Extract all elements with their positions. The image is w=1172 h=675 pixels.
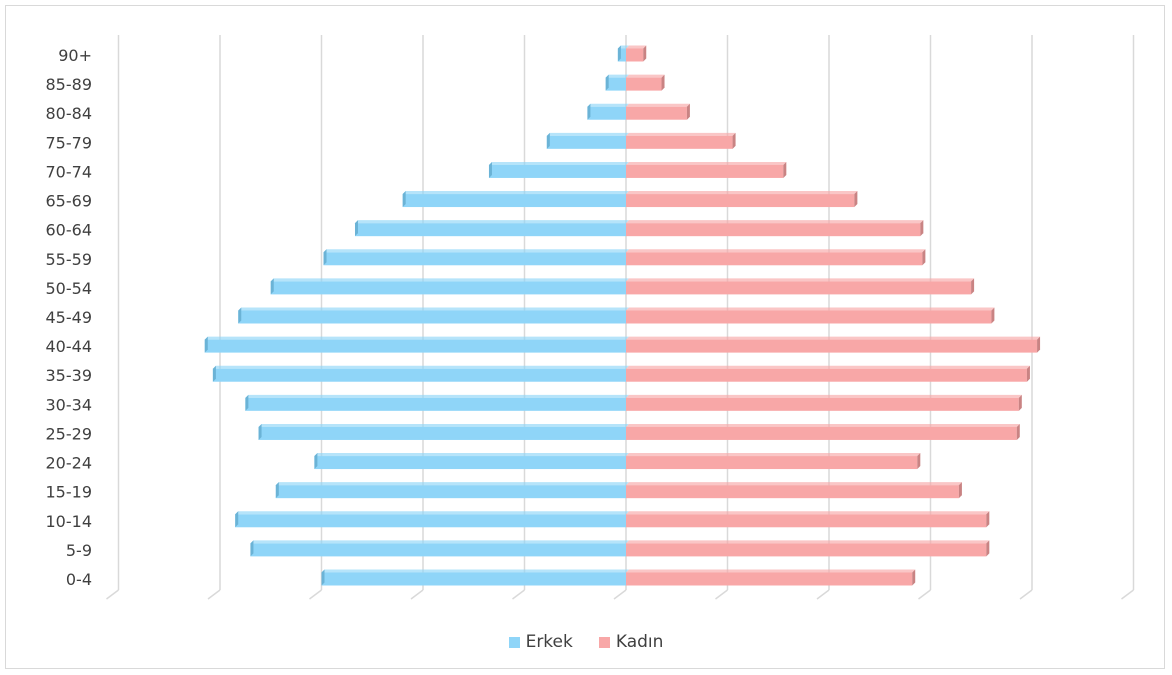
bar-erkek — [204, 336, 629, 353]
gridline-floor-tick — [1019, 589, 1033, 600]
category-label: 60-64 — [46, 221, 93, 240]
category-label: 5-9 — [66, 541, 92, 560]
legend-label-erkek: Erkek — [525, 632, 573, 652]
bar-erkek — [354, 220, 629, 237]
category-label: 55-59 — [46, 250, 93, 269]
legend-label-kadin: Kadın — [615, 632, 664, 652]
gridline-floor-tick — [106, 589, 119, 600]
bar-erkek — [245, 394, 629, 411]
bar-kadin — [626, 482, 962, 499]
bar-kadin — [626, 45, 647, 62]
gridline-floor-tick — [309, 589, 322, 600]
bar-kadin — [626, 74, 665, 91]
bar-erkek — [587, 103, 629, 120]
bar-erkek — [258, 423, 629, 440]
bar-erkek — [212, 365, 629, 382]
gridline-floor-tick — [1121, 589, 1134, 600]
bar-erkek — [546, 132, 629, 149]
bar-kadin — [626, 220, 924, 237]
category-label: 90+ — [58, 46, 92, 65]
bar-erkek — [235, 511, 629, 528]
bar-erkek — [275, 482, 629, 499]
category-label: 0-4 — [66, 570, 92, 589]
bar-erkek — [321, 569, 629, 586]
bar-kadin — [626, 394, 1022, 411]
category-label: 80-84 — [46, 104, 93, 123]
bar-erkek — [314, 453, 629, 470]
bar-erkek — [250, 540, 629, 557]
category-label: 75-79 — [46, 133, 93, 152]
bar-kadin — [626, 307, 995, 324]
bar-kadin — [626, 365, 1030, 382]
gridline-floor-tick — [512, 589, 525, 600]
bar-kadin — [626, 278, 975, 295]
bar-kadin — [626, 249, 926, 266]
legend-swatch-erkek — [508, 636, 520, 648]
category-label: 20-24 — [46, 454, 93, 473]
gridline-floor-tick — [207, 589, 221, 600]
bar-erkek — [270, 278, 629, 295]
legend: Erkek Kadın — [0, 632, 1172, 652]
gridline-floor-tick — [715, 589, 728, 600]
bar-kadin — [626, 161, 787, 178]
category-label: 35-39 — [46, 366, 93, 385]
gridline-floor-tick — [410, 589, 424, 600]
gridline-floor-tick — [918, 589, 931, 600]
bar-kadin — [626, 336, 1041, 353]
bar-erkek — [402, 191, 629, 208]
bar-kadin — [626, 423, 1020, 440]
bar-kadin — [626, 103, 690, 120]
category-label: 25-29 — [46, 424, 93, 443]
bar-erkek — [605, 74, 629, 91]
category-label: 45-49 — [46, 308, 93, 327]
category-label: 30-34 — [46, 395, 93, 414]
legend-item-kadin: Kadın — [598, 632, 664, 652]
bar-erkek — [488, 161, 629, 178]
bar-erkek — [323, 249, 629, 266]
category-label: 65-69 — [46, 192, 93, 211]
bar-erkek — [238, 307, 629, 324]
legend-item-erkek: Erkek — [508, 632, 573, 652]
bar-erkek — [617, 45, 629, 62]
bar-kadin — [626, 511, 990, 528]
category-label: 15-19 — [46, 483, 93, 502]
bar-kadin — [626, 569, 916, 586]
bar-kadin — [626, 453, 921, 470]
legend-swatch-kadin — [598, 636, 610, 648]
category-label: 50-54 — [46, 279, 93, 298]
gridline-floor-tick — [816, 589, 830, 600]
bar-kadin — [626, 132, 736, 149]
bar-kadin — [626, 191, 858, 208]
category-label: 10-14 — [46, 512, 93, 531]
category-label: 85-89 — [46, 75, 93, 94]
category-label: 70-74 — [46, 162, 93, 181]
category-label: 40-44 — [46, 337, 93, 356]
bar-kadin — [626, 540, 990, 557]
gridline-floor-tick — [613, 589, 627, 600]
